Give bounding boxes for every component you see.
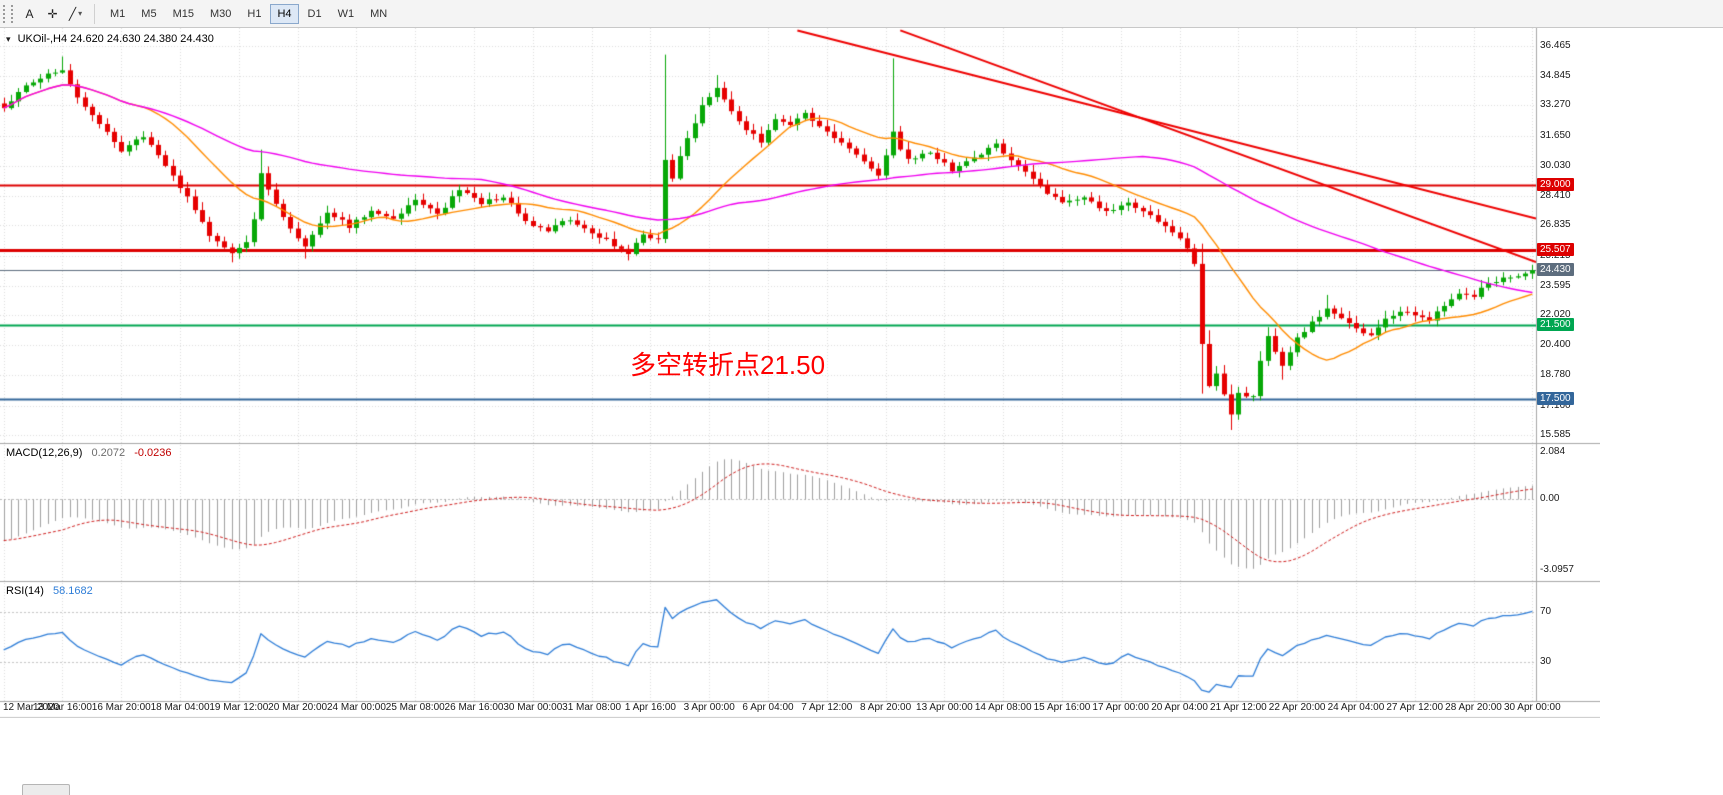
price-chart-canvas[interactable] (0, 28, 1600, 718)
timeframe-button-m1[interactable]: M1 (103, 4, 132, 24)
timeframe-button-d1[interactable]: D1 (301, 4, 329, 24)
chart-title: ▾ UKOil-,H4 24.620 24.630 24.380 24.430 (6, 33, 214, 45)
macd-title: MACD(12,26,9) (6, 447, 83, 459)
toolbar-separator (94, 3, 95, 24)
text-tool-button[interactable]: A (18, 3, 41, 25)
crosshair-tool-button[interactable]: ✛ (41, 3, 64, 25)
timeframe-button-w1[interactable]: W1 (331, 4, 362, 24)
symbol-dropdown-icon[interactable]: ▾ (6, 34, 11, 44)
rsi-header: RSI(14) 58.1682 (6, 585, 93, 597)
chevron-down-icon: ▾ (78, 9, 83, 18)
symbol-ohlc-text: UKOil-,H4 24.620 24.630 24.380 24.430 (17, 33, 214, 45)
timeframe-button-m5[interactable]: M5 (134, 4, 163, 24)
rsi-title: RSI(14) (6, 585, 44, 597)
chart-text-annotation[interactable]: 多空转折点21.50 (630, 350, 826, 380)
line-tools-dropdown[interactable]: ╱ ▾ (64, 3, 87, 25)
rsi-value: 58.1682 (52, 585, 93, 597)
timeframe-button-m30[interactable]: M30 (203, 4, 238, 24)
timeframe-button-h1[interactable]: H1 (240, 4, 268, 24)
macd-value-main: 0.2072 (91, 447, 126, 459)
toolbar: A ✛ ╱ ▾ M1 M5 M15 M30 H1 H4 D1 W1 MN (0, 0, 1723, 28)
chart-tab[interactable] (22, 784, 70, 795)
timeframe-button-mn[interactable]: MN (363, 4, 394, 24)
macd-value-signal: -0.0236 (134, 447, 172, 459)
toolbar-grip[interactable] (3, 4, 13, 23)
timeframe-button-h4[interactable]: H4 (270, 3, 299, 24)
trendline-icon: ╱ (68, 6, 77, 21)
macd-header: MACD(12,26,9) 0.2072 -0.0236 (6, 447, 172, 459)
timeframe-button-m15[interactable]: M15 (166, 4, 201, 24)
